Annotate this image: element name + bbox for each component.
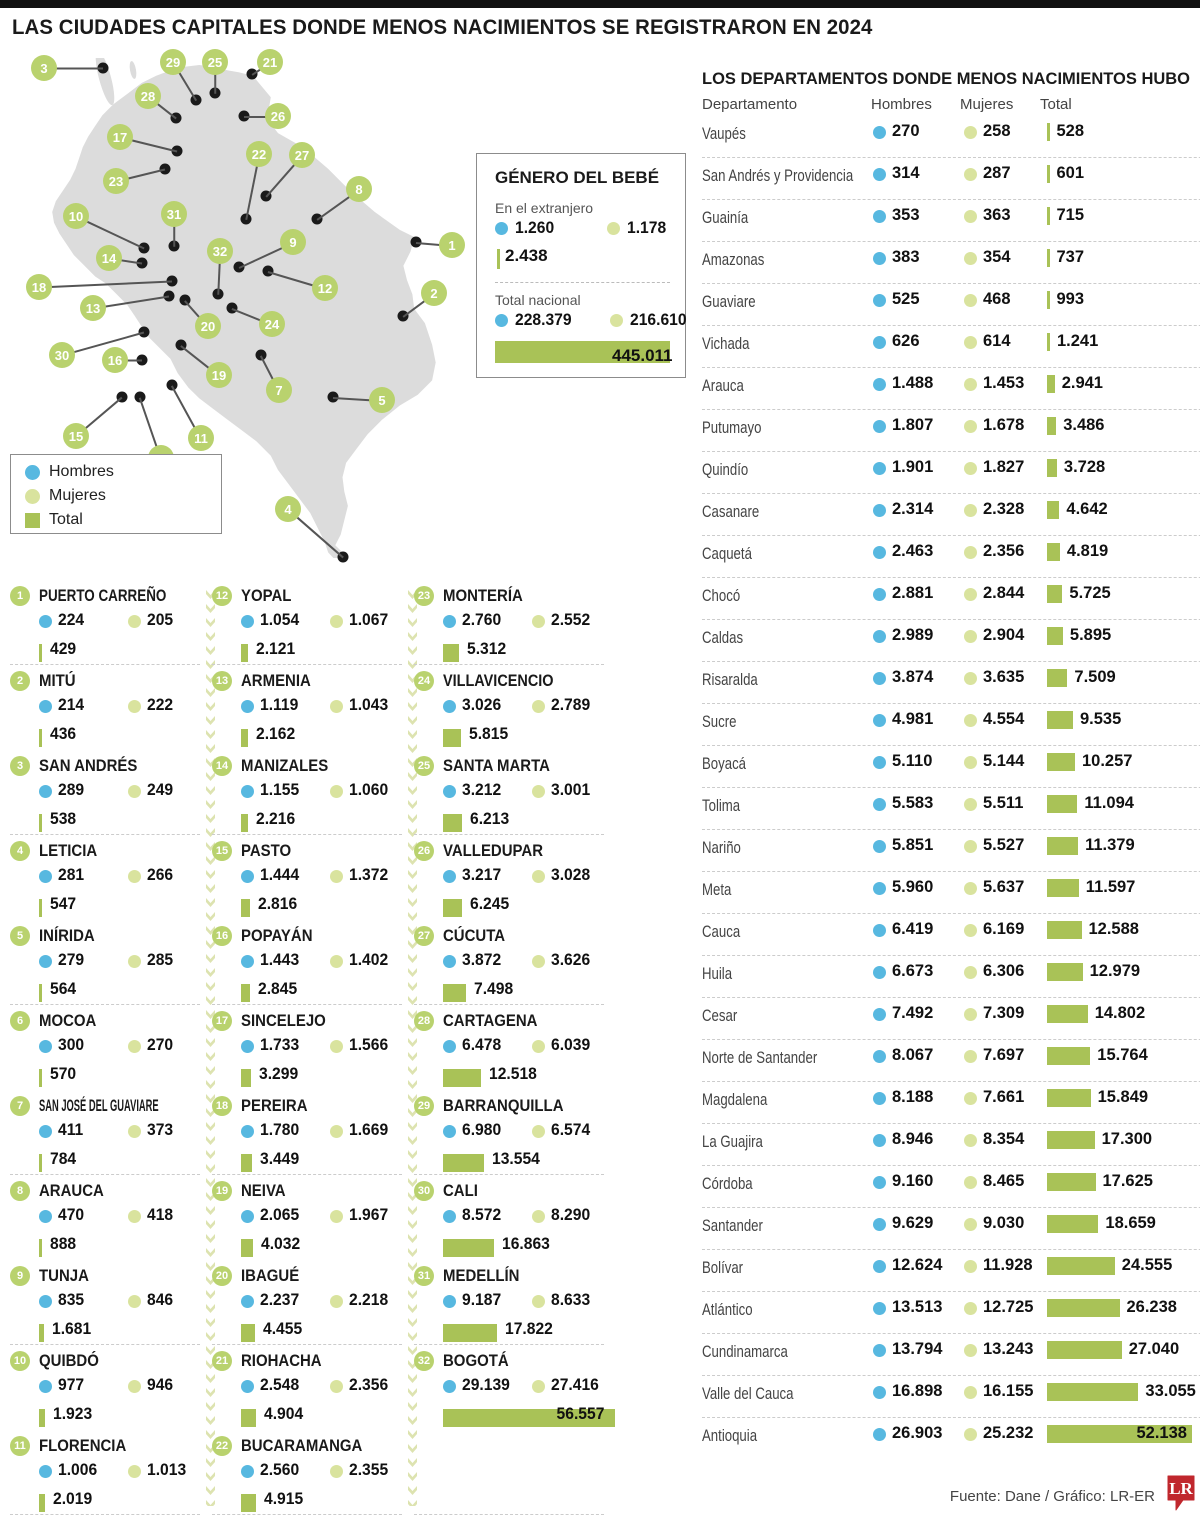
svg-text:LR: LR (1169, 1479, 1193, 1498)
